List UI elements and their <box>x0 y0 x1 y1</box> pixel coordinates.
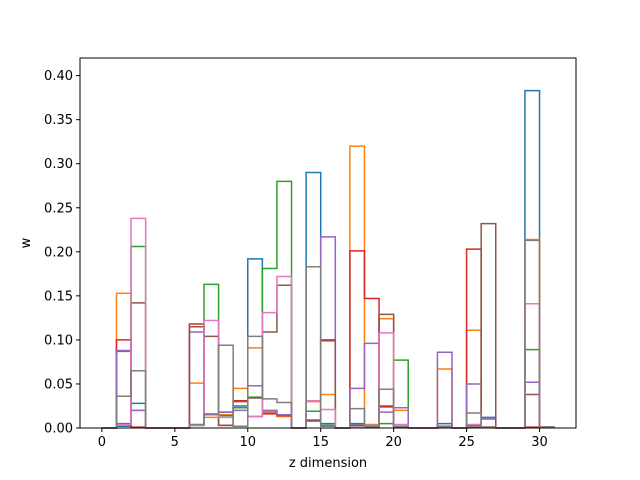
x-tick-label: 30 <box>531 435 548 450</box>
y-tick-label: 0.15 <box>44 289 73 304</box>
x-axis-label: z dimension <box>289 456 367 471</box>
y-tick-label: 0.40 <box>44 69 73 84</box>
y-tick-label: 0.20 <box>44 245 73 260</box>
y-tick-label: 0.00 <box>44 422 73 437</box>
x-tick-label: 20 <box>385 435 402 450</box>
y-tick-label: 0.10 <box>44 333 73 348</box>
x-tick-label: 0 <box>98 435 106 450</box>
axes: 0 5 10 15 20 25 30 0.00 0.05 0.10 0.15 0.20 0.25 0.30… <box>44 57 577 450</box>
plot-frame <box>79 57 577 429</box>
x-tick-label: 15 <box>312 435 329 450</box>
y-tick-label: 0.05 <box>44 377 73 392</box>
y-tick-label: 0.25 <box>44 201 73 216</box>
y-tick-label: 0.30 <box>44 157 73 172</box>
y-axis-label: w <box>19 237 34 248</box>
histogram-series-6 <box>101 222 555 429</box>
histogram-series <box>101 89 555 429</box>
x-tick-label: 25 <box>458 435 475 450</box>
x-tick-label: 5 <box>171 435 179 450</box>
y-tick-label: 0.35 <box>44 113 73 128</box>
histogram-series-8 <box>101 239 555 429</box>
plot-background <box>80 58 576 428</box>
x-tick-label: 10 <box>239 435 256 450</box>
